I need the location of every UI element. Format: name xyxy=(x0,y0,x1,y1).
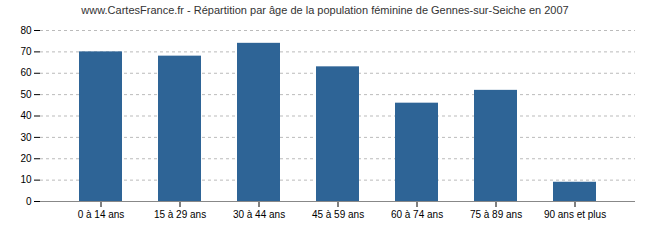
svg-text:80: 80 xyxy=(20,25,32,36)
svg-text:15 à 29 ans: 15 à 29 ans xyxy=(154,209,206,220)
svg-text:20: 20 xyxy=(20,153,32,164)
svg-text:0 à 14 ans: 0 à 14 ans xyxy=(78,209,125,220)
svg-text:60 à 74 ans: 60 à 74 ans xyxy=(391,209,443,220)
svg-text:10: 10 xyxy=(20,174,32,185)
html-text:www.CartesFrance.fr - Répartit: www.CartesFrance.fr - Répartition par âg… xyxy=(81,4,569,16)
svg-text:30: 30 xyxy=(20,132,32,143)
svg-text:45 à 59 ans: 45 à 59 ans xyxy=(312,209,364,220)
svg-text:40: 40 xyxy=(20,110,32,121)
svg-text:90 ans et plus: 90 ans et plus xyxy=(544,209,606,220)
svg-text:60: 60 xyxy=(20,67,32,78)
svg-text:50: 50 xyxy=(20,89,32,100)
svg-text:75 à 89 ans: 75 à 89 ans xyxy=(470,209,522,220)
svg-text:0: 0 xyxy=(26,196,32,207)
svg-text:30 à 44 ans: 30 à 44 ans xyxy=(233,209,285,220)
svg-text:70: 70 xyxy=(20,46,32,57)
